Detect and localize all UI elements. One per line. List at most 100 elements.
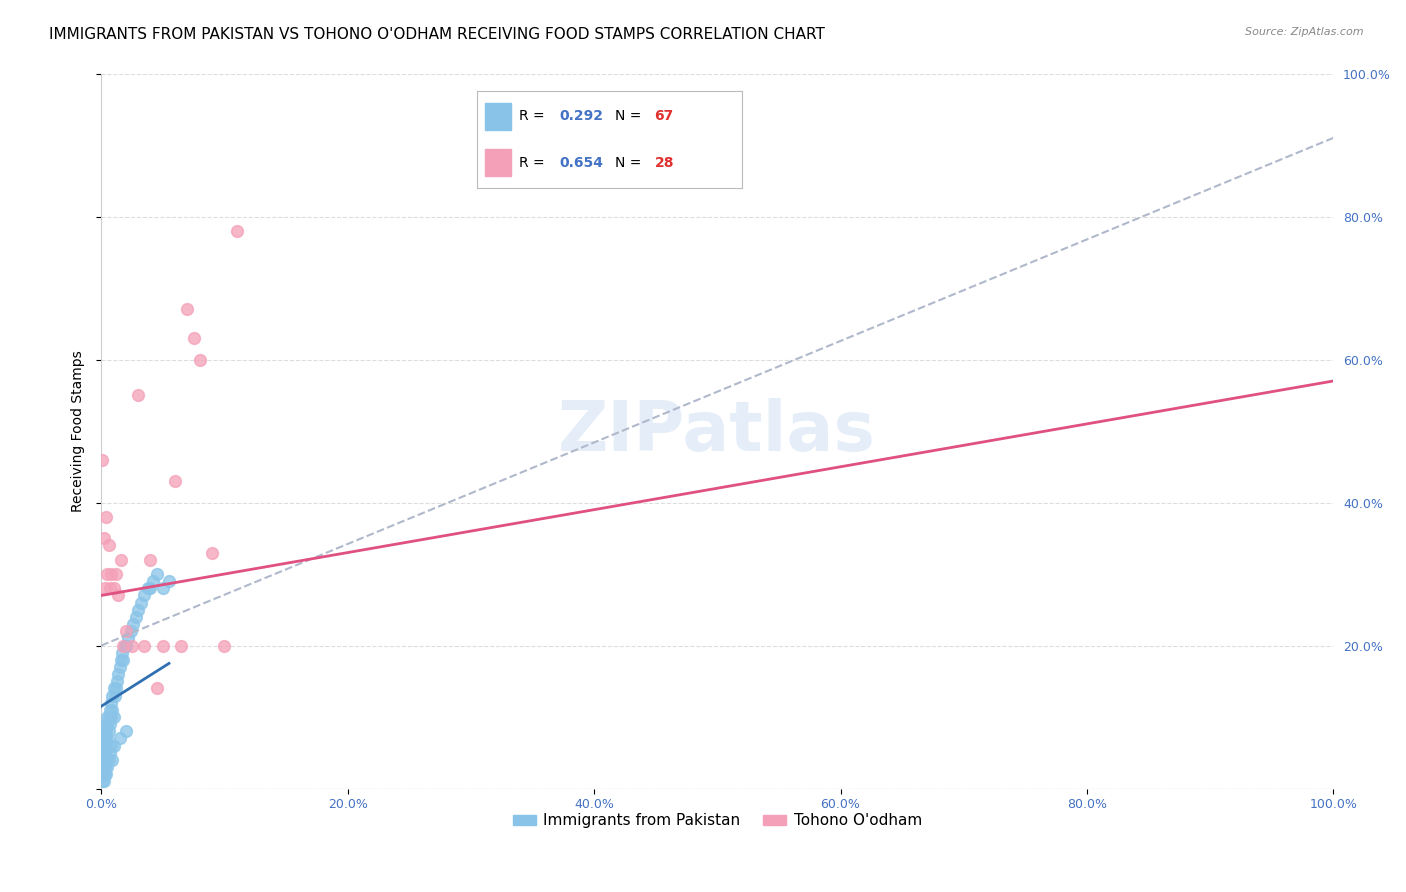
Point bbox=[100, 739, 122, 753]
Point bbox=[94, 753, 117, 767]
Point bbox=[170, 639, 193, 653]
Point bbox=[94, 724, 117, 739]
Point bbox=[117, 632, 139, 646]
Point bbox=[98, 582, 121, 596]
Point bbox=[183, 331, 205, 345]
Point bbox=[225, 224, 247, 238]
Point bbox=[94, 717, 117, 731]
Point bbox=[201, 545, 224, 559]
Point bbox=[93, 774, 115, 789]
Point bbox=[152, 582, 174, 596]
Point bbox=[94, 509, 117, 524]
Point bbox=[94, 731, 117, 746]
Point bbox=[110, 653, 132, 667]
Point bbox=[115, 624, 138, 639]
Point bbox=[93, 746, 115, 760]
Point bbox=[93, 739, 115, 753]
Point bbox=[104, 689, 127, 703]
Point bbox=[145, 681, 167, 696]
Point bbox=[103, 710, 125, 724]
Point bbox=[100, 710, 122, 724]
Point bbox=[94, 760, 117, 774]
Text: IMMIGRANTS FROM PAKISTAN VS TOHONO O'ODHAM RECEIVING FOOD STAMPS CORRELATION CHA: IMMIGRANTS FROM PAKISTAN VS TOHONO O'ODH… bbox=[49, 27, 825, 42]
Point bbox=[97, 538, 120, 552]
Point bbox=[112, 639, 135, 653]
Point bbox=[103, 582, 125, 596]
Point bbox=[152, 639, 174, 653]
Point bbox=[165, 474, 187, 488]
Point bbox=[129, 596, 152, 610]
Point bbox=[97, 724, 120, 739]
Point bbox=[100, 696, 122, 710]
Point bbox=[105, 567, 128, 582]
Point bbox=[97, 710, 120, 724]
Point bbox=[94, 767, 117, 781]
Y-axis label: Receiving Food Stamps: Receiving Food Stamps bbox=[72, 351, 86, 512]
Point bbox=[91, 760, 114, 774]
Point bbox=[91, 767, 114, 781]
Point bbox=[96, 717, 118, 731]
Point bbox=[96, 710, 118, 724]
Legend: Immigrants from Pakistan, Tohono O'odham: Immigrants from Pakistan, Tohono O'odham bbox=[506, 807, 928, 835]
Point bbox=[96, 567, 118, 582]
Text: ZIPatlas: ZIPatlas bbox=[558, 398, 876, 465]
Point bbox=[103, 681, 125, 696]
Point bbox=[142, 574, 165, 589]
Point bbox=[94, 724, 117, 739]
Point bbox=[94, 582, 117, 596]
Point bbox=[120, 624, 142, 639]
Point bbox=[108, 660, 131, 674]
Point bbox=[98, 746, 121, 760]
Point bbox=[93, 760, 115, 774]
Point bbox=[176, 302, 198, 317]
Point bbox=[111, 646, 134, 660]
Point bbox=[91, 753, 114, 767]
Point bbox=[134, 639, 156, 653]
Point bbox=[105, 674, 128, 689]
Point bbox=[145, 567, 167, 582]
Point bbox=[110, 552, 132, 566]
Point bbox=[101, 689, 124, 703]
Point bbox=[139, 552, 162, 566]
Point bbox=[94, 739, 117, 753]
Point bbox=[115, 724, 138, 739]
Point bbox=[108, 731, 131, 746]
Text: Source: ZipAtlas.com: Source: ZipAtlas.com bbox=[1246, 27, 1364, 37]
Point bbox=[100, 567, 122, 582]
Point bbox=[94, 739, 117, 753]
Point bbox=[107, 589, 129, 603]
Point bbox=[101, 753, 124, 767]
Point bbox=[127, 388, 149, 402]
Point bbox=[112, 653, 135, 667]
Point bbox=[96, 760, 118, 774]
Point bbox=[94, 767, 117, 781]
Point bbox=[127, 603, 149, 617]
Point bbox=[93, 753, 115, 767]
Point bbox=[93, 767, 115, 781]
Point bbox=[103, 739, 125, 753]
Point bbox=[98, 717, 121, 731]
Point bbox=[91, 452, 114, 467]
Point bbox=[97, 753, 120, 767]
Point bbox=[114, 639, 136, 653]
Point bbox=[101, 703, 124, 717]
Point bbox=[91, 774, 114, 789]
Point bbox=[139, 582, 162, 596]
Point bbox=[93, 531, 115, 545]
Point bbox=[107, 667, 129, 681]
Point bbox=[188, 352, 211, 367]
Point bbox=[98, 703, 121, 717]
Point bbox=[136, 582, 159, 596]
Point bbox=[115, 639, 138, 653]
Point bbox=[214, 639, 236, 653]
Point bbox=[94, 746, 117, 760]
Point bbox=[157, 574, 180, 589]
Point bbox=[105, 681, 128, 696]
Point bbox=[122, 617, 145, 632]
Point bbox=[125, 610, 148, 624]
Point bbox=[121, 639, 143, 653]
Point bbox=[96, 731, 118, 746]
Point bbox=[91, 767, 114, 781]
Point bbox=[93, 731, 115, 746]
Point bbox=[134, 589, 156, 603]
